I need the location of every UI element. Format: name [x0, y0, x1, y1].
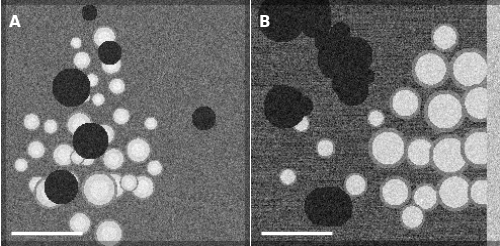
Text: B: B [259, 15, 270, 30]
Text: A: A [9, 15, 21, 30]
